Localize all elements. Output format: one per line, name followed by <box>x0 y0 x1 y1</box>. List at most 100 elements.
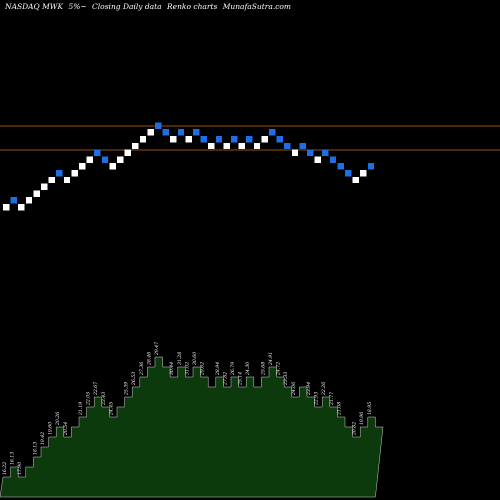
renko-brick-down <box>177 129 185 136</box>
renko-brick-down <box>200 136 207 143</box>
volume-label: 23.33 <box>283 372 289 386</box>
volume-label: 16.22 <box>2 462 8 475</box>
volume-label: 21.77 <box>329 392 335 406</box>
renko-brick-down <box>246 136 253 143</box>
renko-brick-down <box>155 122 162 129</box>
renko-brick-down <box>329 156 337 163</box>
volume-label: 25.14 <box>238 372 244 386</box>
renko-brick-up <box>238 142 245 150</box>
volume-area <box>0 356 384 498</box>
volume-label: 23.43 <box>101 392 107 406</box>
volume-label: 18.95 <box>367 402 373 415</box>
renko-brick-up <box>208 142 215 150</box>
change-label: 5%~ <box>68 2 87 11</box>
volume-label: 19.42 <box>40 432 46 445</box>
renko-brick-down <box>276 136 283 143</box>
volume-label: 20.54 <box>63 422 69 436</box>
volume-label: 28.94 <box>215 362 221 376</box>
renko-brick-down <box>269 129 276 136</box>
volume-label: 29.47 <box>154 342 160 356</box>
volume-label: 24.06 <box>291 382 297 396</box>
volume-label: 21.08 <box>336 402 342 416</box>
volume-label: 31.28 <box>177 352 183 365</box>
renko-brick-up <box>117 156 124 163</box>
volume-label: 24.91 <box>268 352 274 366</box>
renko-brick-down <box>162 129 169 136</box>
volume-label: 17.90 <box>17 462 23 475</box>
volume-label: 19.60 <box>48 422 54 435</box>
volume-label: 22.26 <box>321 382 327 396</box>
renko-brick-up <box>185 136 192 143</box>
volume-label: 31.02 <box>184 362 190 375</box>
volume-label: 22.67 <box>93 382 99 396</box>
renko-brick-up <box>170 136 177 143</box>
volume-label: 28.46 <box>146 352 152 366</box>
renko-brick-up <box>86 156 93 163</box>
volume-fill <box>0 356 384 498</box>
site-label: MunafaSutra.com <box>222 2 292 11</box>
volume-label: 25.39 <box>124 382 130 396</box>
renko-brick-down <box>284 142 291 150</box>
reference-lines <box>0 125 500 151</box>
volume-label: 27.82 <box>222 372 228 386</box>
volume-label: 27.36 <box>139 362 145 376</box>
renko-brick-down <box>10 197 17 204</box>
renko-brick-up <box>41 183 48 190</box>
chart-type-label: Renko charts <box>167 2 218 11</box>
volume-label: 30.44 <box>169 362 175 375</box>
renko-brick-up <box>79 163 86 170</box>
symbol-label: NASDAQ MWK <box>5 2 64 11</box>
renko-brick-up <box>352 176 359 184</box>
volume-label: 19.96 <box>359 412 365 425</box>
renko-brick-up <box>3 204 10 211</box>
volume-label: 18.13 <box>32 442 38 455</box>
renko-brick-down <box>56 170 63 177</box>
volume-label: 23.94 <box>306 382 312 396</box>
renko-brick-up <box>291 149 299 156</box>
renko-brick-up <box>124 149 131 156</box>
renko-brick-down <box>193 129 200 136</box>
renko-brick-up <box>261 136 268 143</box>
renko-brick-down <box>215 136 223 143</box>
renko-brick-down <box>101 156 109 163</box>
volume-label: 24.72 <box>276 362 282 376</box>
renko-brick-down <box>307 149 314 156</box>
renko-brick-up <box>253 142 261 150</box>
renko-brick-up <box>314 156 321 163</box>
volume-label: 21.19 <box>78 402 84 416</box>
volume-label: 30.60 <box>192 352 198 365</box>
renko-brick-down <box>299 142 306 150</box>
closing-label: Closing Daily data <box>92 2 162 11</box>
renko-brick-down <box>367 163 375 170</box>
renko-brick-down <box>322 149 329 156</box>
volume-label: 20.82 <box>352 422 358 436</box>
renko-brick-up <box>25 197 33 204</box>
volume-label: 16.13 <box>10 452 16 465</box>
renko-brick-up <box>71 170 78 177</box>
renko-bricks <box>3 122 375 211</box>
renko-brick-up <box>48 176 55 184</box>
volume-label: 22.93 <box>314 392 320 406</box>
volume-label: 24.30 <box>245 362 251 376</box>
renko-brick-up <box>109 163 116 170</box>
renko-brick-up <box>147 129 154 136</box>
volume-label: 26.79 <box>230 362 236 376</box>
volume-label: 24.45 <box>108 402 114 416</box>
volume-label: 20.26 <box>55 412 61 426</box>
renko-brick-down <box>231 136 238 143</box>
chart-header: NASDAQ MWK 5%~ Closing Daily data Renko … <box>5 2 495 16</box>
renko-brick-up <box>360 170 367 177</box>
renko-brick-up <box>223 142 230 150</box>
renko-brick-down <box>337 163 344 170</box>
renko-brick-up <box>132 142 139 150</box>
renko-brick-up <box>33 190 40 197</box>
renko-brick-up <box>63 176 71 184</box>
renko-brick-up <box>139 136 147 143</box>
volume-label: 26.53 <box>131 372 137 386</box>
renko-brick-down <box>94 149 101 156</box>
renko-brick-down <box>345 170 352 177</box>
volume-label: 25.68 <box>260 362 266 376</box>
volume-label: 29.62 <box>200 362 206 376</box>
